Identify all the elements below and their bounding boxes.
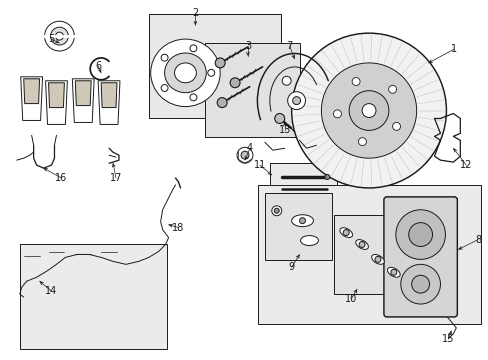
- Ellipse shape: [291, 215, 313, 227]
- Circle shape: [189, 45, 197, 52]
- Text: 8: 8: [474, 234, 480, 244]
- Circle shape: [161, 85, 168, 91]
- Circle shape: [55, 32, 63, 40]
- Circle shape: [292, 96, 300, 105]
- Circle shape: [321, 63, 416, 158]
- Bar: [205, 43, 299, 137]
- Ellipse shape: [164, 53, 206, 93]
- Polygon shape: [20, 77, 42, 121]
- Circle shape: [207, 69, 214, 76]
- Circle shape: [408, 223, 432, 247]
- Text: 15: 15: [441, 334, 454, 344]
- Circle shape: [217, 98, 226, 108]
- Ellipse shape: [355, 240, 367, 249]
- Text: 1: 1: [450, 44, 456, 54]
- Circle shape: [400, 264, 440, 304]
- Polygon shape: [48, 83, 64, 108]
- Circle shape: [374, 256, 380, 262]
- Ellipse shape: [150, 39, 220, 107]
- Circle shape: [358, 242, 365, 247]
- Text: 2: 2: [192, 8, 198, 18]
- Circle shape: [299, 218, 305, 224]
- Circle shape: [50, 27, 68, 45]
- FancyBboxPatch shape: [383, 197, 456, 317]
- Circle shape: [274, 208, 279, 213]
- Text: 3: 3: [244, 41, 250, 51]
- Circle shape: [271, 206, 281, 216]
- Text: 14: 14: [45, 286, 58, 296]
- Bar: [334, 215, 433, 294]
- Circle shape: [189, 94, 197, 101]
- Polygon shape: [98, 81, 120, 125]
- Text: 18: 18: [172, 222, 184, 233]
- Text: 13: 13: [278, 125, 290, 135]
- Ellipse shape: [339, 228, 352, 238]
- Text: 17: 17: [110, 173, 122, 183]
- Polygon shape: [24, 79, 40, 104]
- Polygon shape: [75, 81, 91, 105]
- Circle shape: [241, 151, 248, 159]
- Circle shape: [161, 54, 168, 61]
- Circle shape: [351, 77, 359, 86]
- Circle shape: [44, 21, 74, 51]
- Circle shape: [343, 230, 348, 235]
- Text: 16: 16: [55, 173, 67, 183]
- Text: 7: 7: [286, 41, 292, 51]
- Ellipse shape: [174, 63, 196, 83]
- Circle shape: [215, 58, 224, 68]
- Polygon shape: [72, 79, 94, 122]
- Circle shape: [348, 91, 388, 130]
- Bar: [264, 193, 332, 260]
- Circle shape: [361, 104, 375, 117]
- Text: 4: 4: [246, 143, 252, 153]
- Bar: [148, 14, 280, 118]
- Circle shape: [333, 110, 341, 118]
- Polygon shape: [45, 81, 67, 125]
- Circle shape: [395, 210, 445, 260]
- Text: 9: 9: [288, 262, 294, 272]
- Text: 11: 11: [253, 160, 265, 170]
- Circle shape: [388, 85, 396, 93]
- Text: 5: 5: [48, 34, 55, 44]
- Text: 6: 6: [95, 61, 101, 71]
- Ellipse shape: [300, 235, 318, 246]
- Polygon shape: [101, 83, 117, 108]
- Bar: [20, 244, 166, 349]
- Bar: [269, 163, 337, 201]
- Circle shape: [230, 78, 240, 88]
- Circle shape: [237, 147, 252, 163]
- Circle shape: [324, 175, 329, 180]
- Circle shape: [411, 275, 428, 293]
- Ellipse shape: [371, 255, 384, 264]
- Ellipse shape: [386, 267, 399, 277]
- Circle shape: [282, 76, 290, 85]
- Circle shape: [291, 33, 446, 188]
- Circle shape: [392, 122, 400, 130]
- Circle shape: [390, 269, 396, 275]
- Circle shape: [287, 92, 305, 109]
- Circle shape: [358, 138, 366, 145]
- Circle shape: [274, 113, 284, 123]
- Bar: [257, 185, 480, 324]
- Text: 10: 10: [345, 294, 357, 304]
- Text: 12: 12: [459, 160, 471, 170]
